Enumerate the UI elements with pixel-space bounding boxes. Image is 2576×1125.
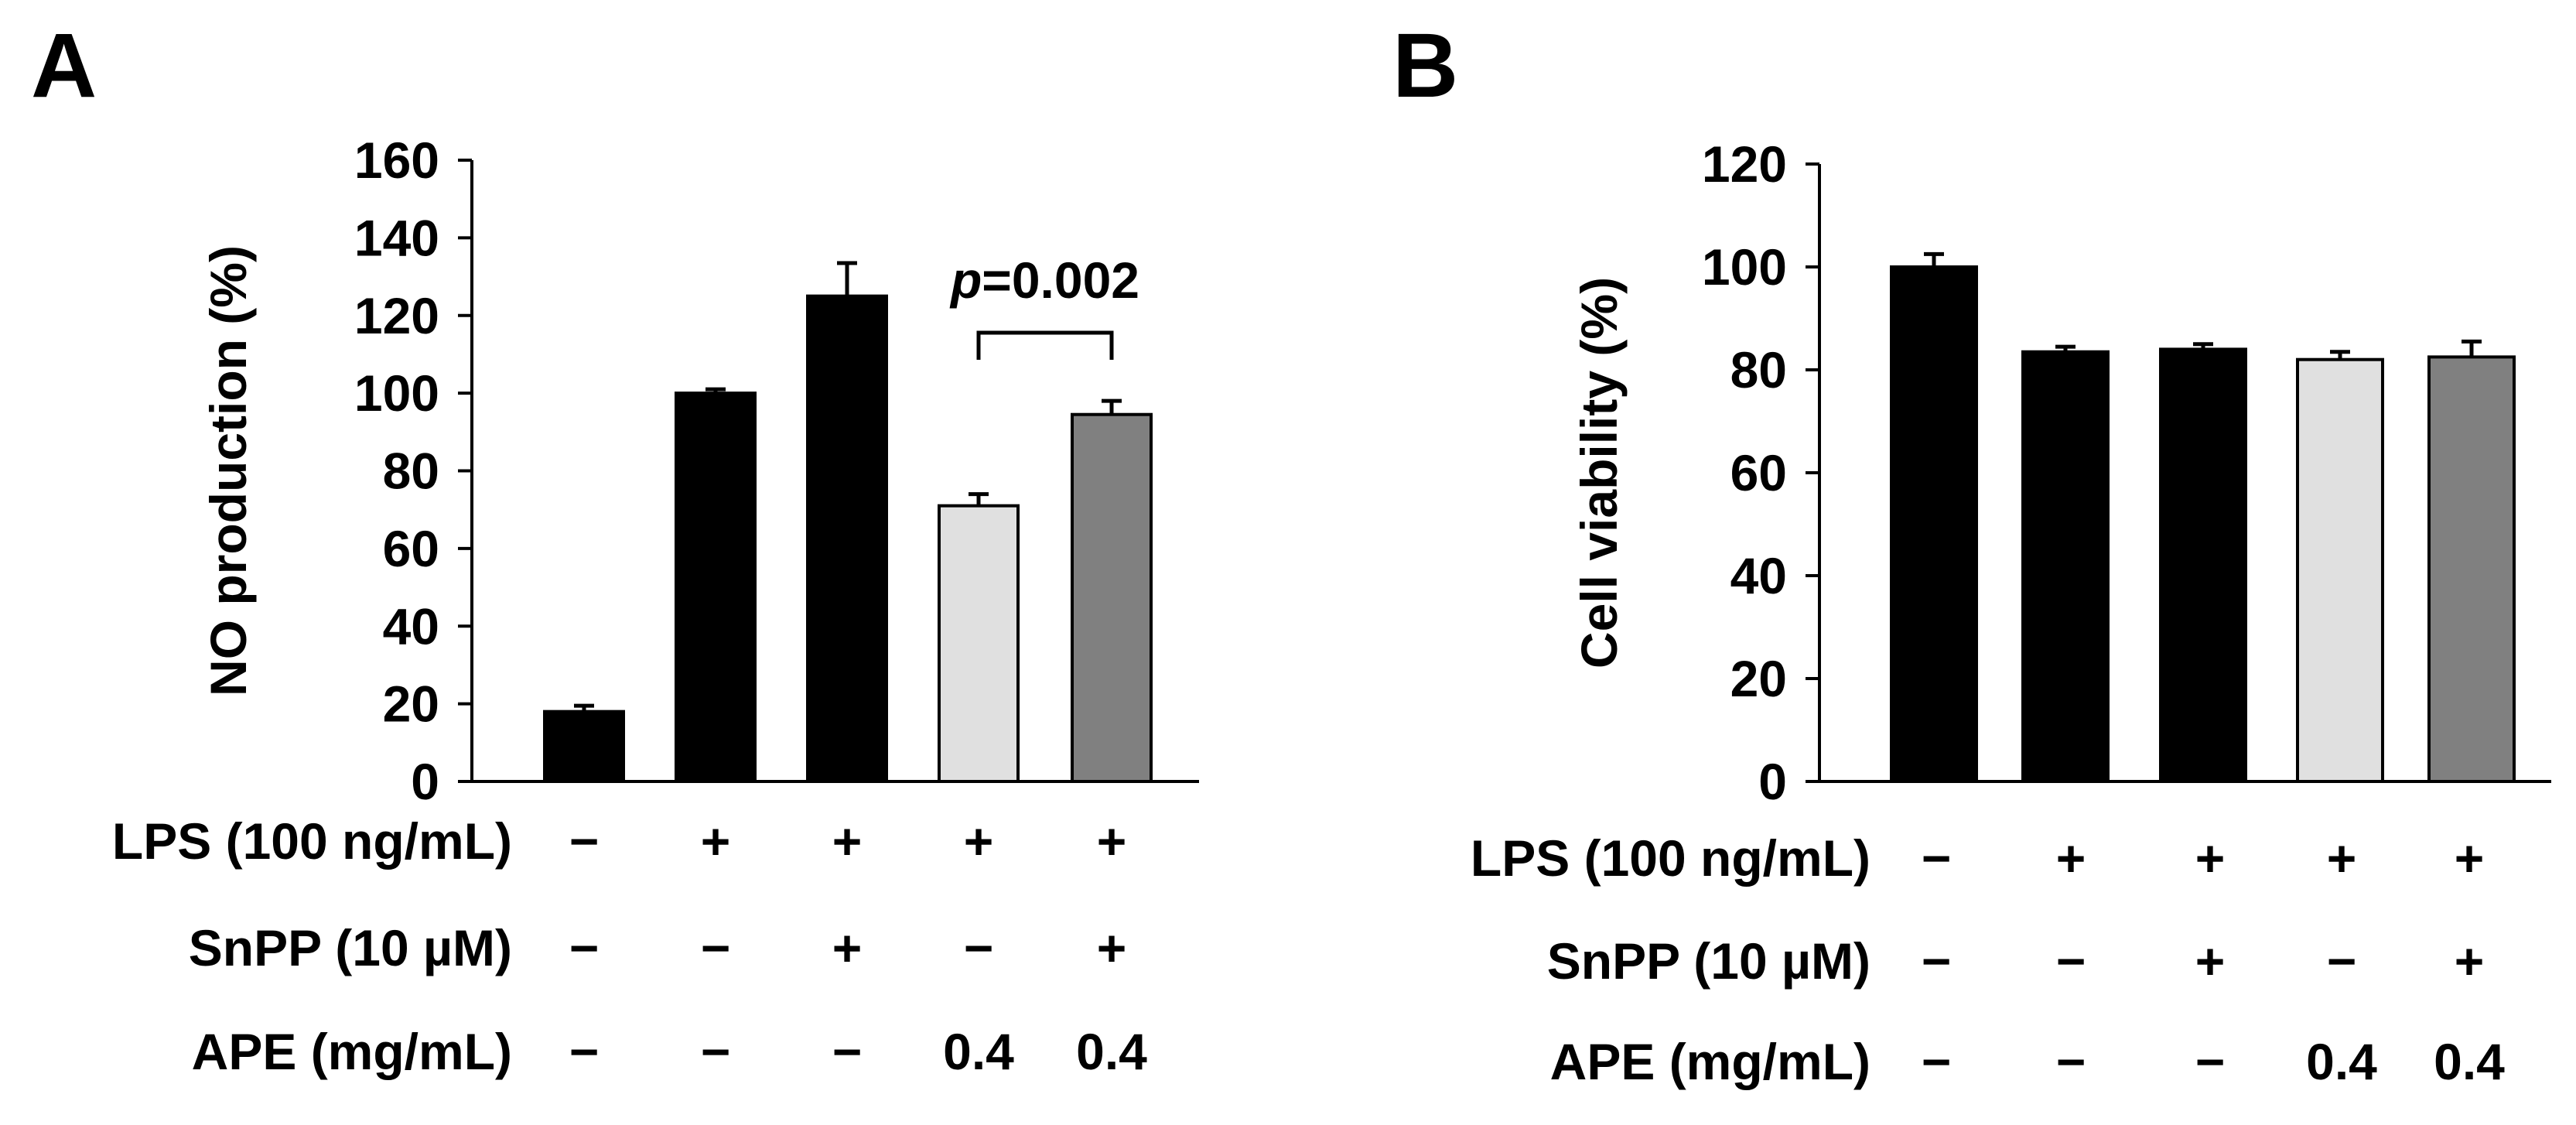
condition-row-label: APE (mg/mL) xyxy=(1550,1033,1871,1090)
bar xyxy=(2021,350,2110,784)
y-tick-label: 140 xyxy=(354,209,439,266)
condition-symbol: + xyxy=(2195,829,2226,887)
y-tick-label: 100 xyxy=(354,364,439,422)
y-tick-label: 20 xyxy=(1730,650,1787,707)
condition-symbol: + xyxy=(2195,932,2226,990)
condition-symbol: − xyxy=(2056,1033,2086,1090)
condition-symbol: + xyxy=(701,812,731,870)
p-value: =0.002 xyxy=(982,251,1139,309)
y-axis-label: Cell viability (%) xyxy=(1570,277,1628,669)
condition-symbol: − xyxy=(569,1023,600,1080)
p-value-annotation: p=0.002 xyxy=(949,251,1139,309)
bar xyxy=(806,294,888,783)
significance-bracket xyxy=(976,330,1114,360)
condition-symbol: 0.4 xyxy=(2434,1033,2505,1090)
condition-symbol: − xyxy=(569,812,600,870)
condition-row-label: LPS (100 ng/mL) xyxy=(112,812,512,870)
bar xyxy=(543,710,625,783)
condition-symbol: − xyxy=(1922,1033,1952,1090)
p-symbol: p xyxy=(949,251,982,309)
condition-symbol: + xyxy=(2327,829,2357,887)
condition-row-label: LPS (100 ng/mL) xyxy=(1471,829,1871,887)
condition-symbol: + xyxy=(832,919,863,976)
condition-symbol: 0.4 xyxy=(1076,1023,1147,1080)
bar xyxy=(2427,355,2516,783)
condition-symbol: − xyxy=(964,919,994,976)
bar xyxy=(675,392,757,783)
condition-symbol: − xyxy=(701,919,731,976)
condition-symbol: − xyxy=(832,1023,863,1080)
y-tick-label: 80 xyxy=(383,443,439,500)
y-tick-label: 160 xyxy=(354,132,439,189)
condition-row-label: APE (mg/mL) xyxy=(192,1023,512,1080)
condition-symbol: + xyxy=(1097,919,1127,976)
condition-symbol: − xyxy=(701,1023,731,1080)
condition-symbol: 0.4 xyxy=(2306,1033,2377,1090)
condition-symbol: − xyxy=(1922,932,1952,990)
condition-symbol: − xyxy=(1922,829,1952,887)
y-axis-label: NO production (%) xyxy=(200,245,257,696)
y-tick-label: 0 xyxy=(1758,753,1787,810)
condition-symbol: − xyxy=(2056,932,2086,990)
y-tick-label: 120 xyxy=(1702,135,1787,193)
condition-symbol: − xyxy=(569,919,600,976)
y-tick-label: 60 xyxy=(383,520,439,577)
bar xyxy=(1890,265,1978,783)
condition-row-label: SnPP (10 µM) xyxy=(189,919,512,976)
y-tick-label: 100 xyxy=(1702,238,1787,296)
bar xyxy=(1071,412,1153,784)
condition-symbol: − xyxy=(2327,932,2357,990)
bar xyxy=(938,504,1020,783)
y-tick-label: 40 xyxy=(1730,547,1787,604)
condition-symbol: + xyxy=(1097,812,1127,870)
panel-label-a: A xyxy=(31,15,97,117)
bar xyxy=(2159,347,2247,783)
condition-row-label: SnPP (10 µM) xyxy=(1547,932,1871,990)
condition-symbol: 0.4 xyxy=(943,1023,1014,1080)
condition-symbol: + xyxy=(2455,829,2485,887)
condition-symbol: + xyxy=(2455,932,2485,990)
y-tick-label: 40 xyxy=(383,597,439,655)
bar xyxy=(2296,357,2384,783)
condition-symbol: + xyxy=(2056,829,2086,887)
condition-symbol: + xyxy=(964,812,994,870)
y-tick-label: 80 xyxy=(1730,341,1787,398)
y-tick-label: 20 xyxy=(383,675,439,733)
condition-symbol: + xyxy=(832,812,863,870)
y-tick-label: 120 xyxy=(354,287,439,344)
y-tick-label: 60 xyxy=(1730,444,1787,501)
y-tick-label: 0 xyxy=(411,753,439,810)
panel-label-b: B xyxy=(1392,15,1458,117)
condition-symbol: − xyxy=(2195,1033,2226,1090)
